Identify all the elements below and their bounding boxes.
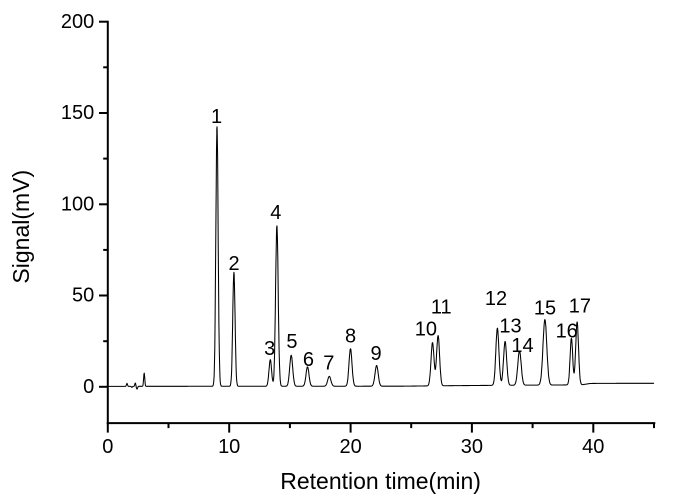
svg-text:14: 14 (511, 335, 533, 357)
svg-text:8: 8 (345, 325, 356, 347)
svg-text:200: 200 (61, 11, 94, 33)
svg-text:10: 10 (218, 436, 240, 458)
svg-text:7: 7 (323, 353, 334, 375)
svg-text:5: 5 (286, 331, 297, 353)
svg-text:4: 4 (270, 202, 281, 224)
svg-text:100: 100 (61, 193, 94, 215)
svg-text:150: 150 (61, 102, 94, 124)
svg-text:30: 30 (461, 436, 483, 458)
svg-text:17: 17 (569, 295, 591, 317)
svg-text:13: 13 (499, 316, 521, 338)
svg-text:11: 11 (431, 297, 452, 319)
svg-text:20: 20 (339, 436, 361, 458)
svg-text:Signal(mV): Signal(mV) (8, 170, 34, 284)
svg-text:12: 12 (485, 288, 507, 310)
svg-text:15: 15 (534, 298, 556, 320)
svg-text:40: 40 (582, 436, 604, 458)
svg-text:50: 50 (72, 285, 94, 307)
svg-text:16: 16 (556, 321, 578, 343)
svg-text:0: 0 (83, 376, 94, 398)
svg-text:9: 9 (371, 343, 382, 365)
svg-text:6: 6 (303, 349, 314, 371)
svg-text:10: 10 (415, 319, 437, 341)
svg-text:2: 2 (228, 253, 239, 275)
svg-text:Retention time(min): Retention time(min) (280, 468, 481, 494)
svg-text:3: 3 (264, 338, 275, 360)
svg-text:1: 1 (211, 106, 222, 128)
svg-text:0: 0 (102, 436, 113, 458)
